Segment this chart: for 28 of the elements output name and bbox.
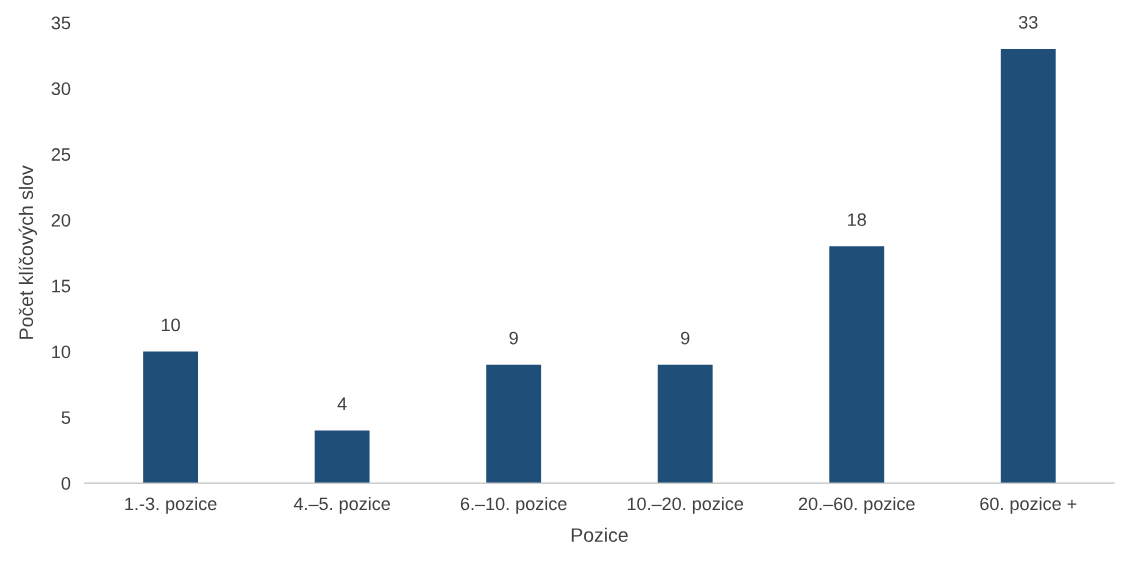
x-axis-title: Pozice bbox=[571, 527, 628, 542]
x-tick-label: 1.-3. pozice bbox=[125, 496, 217, 514]
x-tick-label: 10.–20. pozice bbox=[627, 496, 744, 514]
bar bbox=[829, 246, 885, 484]
y-tick-label: 5 bbox=[61, 411, 71, 425]
y-tick-label: 15 bbox=[52, 279, 71, 293]
data-label: 33 bbox=[1018, 15, 1038, 29]
y-tick-label: 0 bbox=[61, 477, 71, 490]
data-label: 9 bbox=[681, 331, 690, 345]
y-tick-label: 35 bbox=[51, 16, 71, 30]
x-tick-label: 20.–60. pozice bbox=[798, 496, 915, 514]
data-label: 18 bbox=[848, 213, 866, 227]
x-tick-label: 6.–10. pozice bbox=[460, 496, 567, 514]
bar bbox=[1000, 48, 1056, 484]
bar bbox=[314, 430, 370, 484]
y-axis-title: Počet klíčových slov bbox=[18, 165, 37, 339]
bar bbox=[486, 364, 542, 484]
data-label: 4 bbox=[337, 397, 347, 411]
bar bbox=[657, 364, 713, 484]
x-tick-label: 60. pozice + bbox=[980, 496, 1077, 514]
y-tick-label: 30 bbox=[51, 82, 71, 96]
y-tick-label: 10 bbox=[52, 345, 71, 359]
y-tick-label: 25 bbox=[51, 148, 71, 161]
bar bbox=[143, 351, 199, 484]
x-tick-label: 4.–5. pozice bbox=[293, 496, 391, 514]
data-label: 10 bbox=[161, 318, 180, 332]
data-label: 9 bbox=[509, 331, 518, 345]
y-tick-label: 20 bbox=[51, 213, 71, 227]
